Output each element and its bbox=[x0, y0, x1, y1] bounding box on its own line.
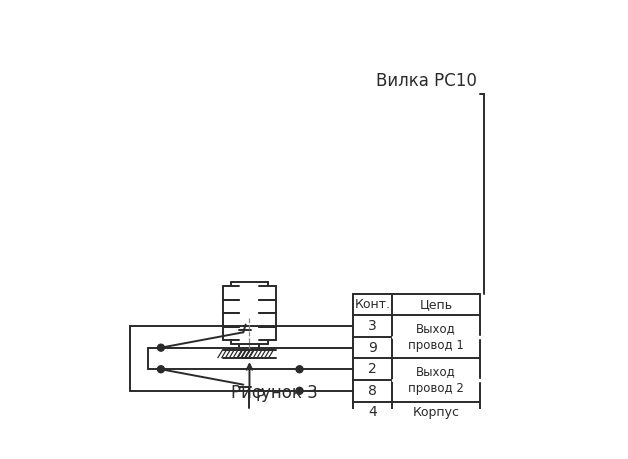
Circle shape bbox=[158, 366, 165, 373]
Text: Конт.: Конт. bbox=[355, 298, 391, 311]
Text: 2: 2 bbox=[368, 362, 377, 376]
Circle shape bbox=[296, 366, 303, 373]
Text: 4: 4 bbox=[368, 405, 377, 420]
Text: Рисунок 3: Рисунок 3 bbox=[230, 384, 318, 402]
Text: Выход
провод 2: Выход провод 2 bbox=[408, 365, 464, 395]
Text: Р: Р bbox=[256, 389, 265, 403]
Circle shape bbox=[158, 344, 165, 351]
Text: 3: 3 bbox=[368, 319, 377, 333]
Text: Выход
провод 1: Выход провод 1 bbox=[408, 322, 464, 352]
Text: 9: 9 bbox=[368, 341, 377, 355]
Text: Вилка РС10: Вилка РС10 bbox=[376, 72, 477, 90]
Text: Цепь: Цепь bbox=[420, 298, 453, 311]
Text: Корпус: Корпус bbox=[413, 406, 460, 419]
Circle shape bbox=[296, 387, 303, 394]
Text: 8: 8 bbox=[368, 384, 377, 398]
